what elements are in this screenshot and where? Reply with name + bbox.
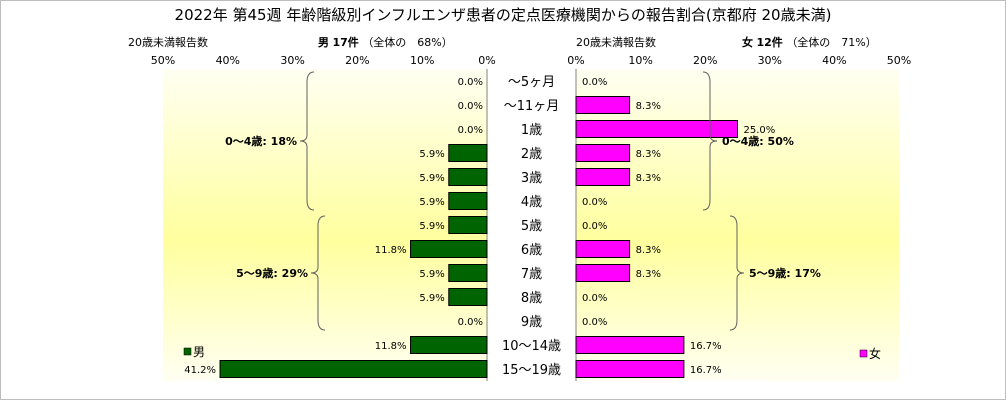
male-value-label: 0.0% [458, 317, 483, 328]
female-bar [575, 120, 738, 138]
male-bar [448, 144, 488, 162]
male-x-tick: 40% [216, 54, 240, 67]
male-value-label: 5.9% [419, 293, 444, 304]
female-x-tick: 30% [758, 54, 782, 67]
left-caption: 20歳未満報告数 [128, 36, 208, 49]
female-bar [575, 336, 685, 354]
age-category-label: 2歳 [521, 147, 542, 162]
right-group-label: 5～9歳: 17% [749, 266, 821, 280]
left-group-label: 0～4歳: 18% [225, 134, 297, 148]
female-bar [575, 96, 631, 114]
age-category-label: 7歳 [521, 267, 542, 282]
right-share: （全体の 71%） [786, 36, 877, 49]
age-category-label: 6歳 [521, 243, 542, 258]
male-value-label: 0.0% [458, 101, 483, 112]
male-value-label: 5.9% [419, 173, 444, 184]
female-value-label: 16.7% [690, 365, 722, 376]
male-legend-label: 男 [193, 345, 205, 359]
male-x-tick: 30% [280, 54, 304, 67]
right-sex-count: 女 12件 （全体の 71%） [742, 34, 877, 50]
male-legend-swatch [183, 347, 192, 356]
male-bar [448, 216, 488, 234]
male-x-tick: 50% [151, 54, 175, 67]
male-bar [448, 192, 488, 210]
age-category-label: 15～19歳 [502, 363, 561, 378]
male-value-label: 11.8% [375, 341, 407, 352]
male-x-tick: 0% [478, 54, 495, 67]
age-category-label: 3歳 [521, 171, 542, 186]
left-group-label: 5～9歳: 29% [236, 266, 308, 280]
male-value-label: 5.9% [419, 197, 444, 208]
female-bar [575, 144, 631, 162]
female-value-label: 8.3% [636, 173, 661, 184]
male-value-label: 5.9% [419, 221, 444, 232]
male-value-label: 0.0% [458, 125, 483, 136]
left-group-brace [310, 215, 326, 331]
female-legend-swatch [859, 349, 868, 358]
age-category-label: 10～14歳 [502, 339, 561, 354]
female-value-label: 8.3% [636, 245, 661, 256]
female-x-tick: 40% [822, 54, 846, 67]
female-bar [575, 168, 631, 186]
age-category-label: 5歳 [521, 219, 542, 234]
left-sex-count: 男 17件 （全体の 68%） [318, 34, 453, 50]
female-value-label: 8.3% [636, 101, 661, 112]
female-value-label: 8.3% [636, 149, 661, 160]
female-value-label: 25.0% [744, 125, 776, 136]
male-value-label: 0.0% [458, 77, 483, 88]
female-bar [575, 240, 631, 258]
male-bar [448, 288, 488, 306]
female-value-label: 0.0% [582, 77, 607, 88]
male-bar [448, 264, 488, 282]
age-category-label: 9歳 [521, 315, 542, 330]
left-group-brace [299, 71, 315, 211]
male-bar [410, 336, 488, 354]
male-bar [410, 240, 488, 258]
male-value-label: 41.2% [184, 365, 216, 376]
left-share: （全体の 68%） [362, 36, 453, 49]
female-plot-area [576, 69, 899, 381]
female-x-tick: 10% [628, 54, 652, 67]
left-sex: 男 [318, 36, 329, 49]
male-x-tick: 20% [345, 54, 369, 67]
right-count: 12件 [756, 36, 783, 49]
female-value-label: 0.0% [582, 197, 607, 208]
female-bar [575, 360, 685, 378]
female-value-label: 0.0% [582, 221, 607, 232]
right-group-brace [702, 71, 718, 211]
age-category-label: ～11ヶ月 [504, 99, 560, 114]
female-value-label: 0.0% [582, 293, 607, 304]
female-bar [575, 264, 631, 282]
female-value-label: 16.7% [690, 341, 722, 352]
male-plot-area [163, 69, 487, 381]
right-group-brace [729, 215, 745, 331]
male-value-label: 5.9% [419, 269, 444, 280]
right-group-label: 0～4歳: 50% [722, 134, 794, 148]
right-caption: 20歳未満報告数 [576, 36, 656, 49]
female-value-label: 8.3% [636, 269, 661, 280]
chart-title: 2022年 第45週 年齢階級別インフルエンザ患者の定点医療機関からの報告割合(… [174, 6, 832, 24]
female-value-label: 0.0% [582, 317, 607, 328]
female-legend-label: 女 [869, 346, 881, 361]
male-bar [219, 360, 488, 378]
age-category-label: 4歳 [521, 195, 542, 210]
male-x-tick: 10% [410, 54, 434, 67]
female-x-tick: 20% [693, 54, 717, 67]
male-value-label: 11.8% [375, 245, 407, 256]
male-value-label: 5.9% [419, 149, 444, 160]
age-category-label: 1歳 [521, 123, 542, 138]
female-x-tick: 0% [567, 54, 584, 67]
male-bar [448, 168, 488, 186]
left-count: 17件 [332, 36, 359, 49]
age-category-label: ～5ヶ月 [508, 75, 555, 90]
right-sex: 女 [742, 36, 753, 49]
female-x-tick: 50% [887, 54, 911, 67]
age-category-label: 8歳 [521, 291, 542, 306]
